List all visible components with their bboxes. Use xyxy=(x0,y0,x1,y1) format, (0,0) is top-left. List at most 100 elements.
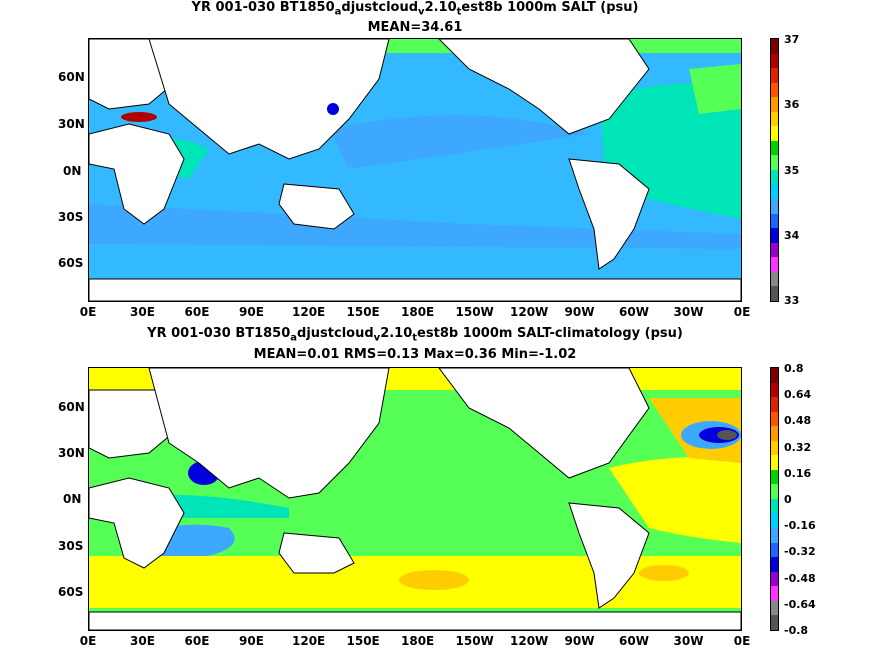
chart2-xtick: 180E xyxy=(401,634,435,648)
colorbar-swatch xyxy=(771,469,778,485)
chart2-colorbar-label: -0.8 xyxy=(784,624,809,637)
landmass-antarctica xyxy=(89,278,741,301)
colorbar-swatch xyxy=(771,586,778,601)
chart2-ytick: 60S xyxy=(58,585,84,599)
chart1-xtick: 30W xyxy=(673,305,704,319)
chart2-xtick: 120W xyxy=(510,634,549,648)
mediterranean-outflow xyxy=(121,112,157,122)
chart2-colorbar-label: -0.16 xyxy=(784,519,816,533)
japan-sea xyxy=(327,103,339,115)
chart1-ytick: 60S xyxy=(58,256,84,270)
colorbar-swatch xyxy=(771,411,778,427)
chart1-colorbar-label: 33 xyxy=(784,294,800,307)
south-atlantic-hotspot xyxy=(639,565,689,581)
chart1-ytick: 30N xyxy=(58,117,85,131)
chart2-ytick: 0N xyxy=(63,492,82,506)
chart1-xtick: 60W xyxy=(619,305,649,319)
north-atlantic-min xyxy=(717,430,737,440)
colorbar-swatch xyxy=(771,382,778,398)
colorbar-swatch xyxy=(771,184,778,200)
colorbar-swatch xyxy=(771,557,778,572)
landmass-australia xyxy=(278,183,355,230)
chart2-xtick: 150E xyxy=(346,634,380,648)
chart1-subtitle: MEAN=34.61 xyxy=(367,20,463,35)
chart2-xtick: 90W xyxy=(564,634,595,648)
chart2-colorbar-label: 0.8 xyxy=(784,362,804,375)
chart1-colorbar-label: 35 xyxy=(784,164,800,177)
colorbar-swatch xyxy=(771,397,778,412)
colorbar-swatch xyxy=(771,169,778,185)
colorbar-swatch xyxy=(771,242,778,258)
chart1-xtick: 150W xyxy=(455,305,494,319)
colorbar-swatch xyxy=(771,600,778,616)
chart1-xtick: 180E xyxy=(401,305,435,319)
chart1-colorbar xyxy=(770,38,779,302)
landmass-africa xyxy=(89,123,185,225)
chart2-xtick: 120E xyxy=(292,634,326,648)
landmass-australia xyxy=(278,532,355,574)
chart1-ytick: 60N xyxy=(58,70,85,84)
chart2-plot-area xyxy=(88,367,742,631)
landmass-africa xyxy=(89,477,185,569)
colorbar-swatch xyxy=(771,155,778,170)
chart2-colorbar-label: 0 xyxy=(784,493,792,506)
chart1-colorbar-label: 37 xyxy=(784,33,800,46)
chart2-xtick: 150W xyxy=(455,634,494,648)
colorbar-swatch xyxy=(771,97,778,112)
chart1-xtick: 0E xyxy=(733,305,751,319)
north-pacific-tongue xyxy=(329,115,589,169)
chart2-colorbar-label: 0.64 xyxy=(784,388,812,402)
chart2-ytick: 30S xyxy=(58,539,84,553)
chart2-colorbar-label: -0.64 xyxy=(784,597,816,611)
southern-ocean-hotspot xyxy=(399,570,469,590)
chart1-title: YR 001-030 BT1850adjustcloudv2.10test8b … xyxy=(191,0,639,18)
chart2-colorbar-label: 0.48 xyxy=(784,414,812,428)
chart1-ytick: 30S xyxy=(58,210,84,224)
chart1-ytick: 0N xyxy=(63,164,82,178)
landmass-north-america xyxy=(438,39,650,135)
colorbar-swatch xyxy=(771,257,778,272)
chart1-xtick: 120E xyxy=(292,305,326,319)
colorbar-swatch xyxy=(771,484,778,499)
chart2-colorbar xyxy=(770,367,779,631)
southern-ocean-deep xyxy=(89,244,741,274)
colorbar-swatch xyxy=(771,542,778,558)
colorbar-swatch xyxy=(771,571,778,587)
chart1-colorbar-label: 36 xyxy=(784,98,800,111)
colorbar-swatch xyxy=(771,39,778,54)
chart2-xtick: 0E xyxy=(79,634,97,648)
colorbar-swatch xyxy=(771,228,778,243)
colorbar-swatch xyxy=(771,82,778,98)
chart2-colorbar-label: 0.16 xyxy=(784,466,812,480)
subtropical-atlantic xyxy=(609,456,741,543)
chart2-colorbar-label: -0.32 xyxy=(784,545,816,559)
chart1-xtick: 150E xyxy=(346,305,380,319)
chart1-xtick: 120W xyxy=(510,305,549,319)
landmass-north-america xyxy=(438,368,650,479)
colorbar-swatch xyxy=(771,199,778,214)
landmass-antarctica xyxy=(89,611,741,630)
chart2-ytick: 60N xyxy=(58,400,85,414)
colorbar-swatch xyxy=(771,528,778,543)
colorbar-swatch xyxy=(771,513,778,529)
chart2-subtitle: MEAN=0.01 RMS=0.13 Max=0.36 Min=-1.02 xyxy=(253,347,577,362)
colorbar-swatch xyxy=(771,271,778,287)
landmass-south-america xyxy=(568,158,650,270)
chart1-plot-area xyxy=(88,38,742,302)
chart2-xtick: 30W xyxy=(673,634,704,648)
colorbar-swatch xyxy=(771,440,778,456)
chart2-ytick: 30N xyxy=(58,446,85,460)
colorbar-swatch xyxy=(771,126,778,141)
chart2-xtick: 0E xyxy=(733,634,751,648)
colorbar-swatch xyxy=(771,68,778,83)
colorbar-swatch xyxy=(771,455,778,470)
chart2-colorbar-label: -0.48 xyxy=(784,571,816,585)
colorbar-swatch xyxy=(771,53,778,69)
chart1-xtick: 30E xyxy=(130,305,155,319)
chart2-xtick: 90E xyxy=(239,634,264,648)
chart2-xtick: 30E xyxy=(130,634,155,648)
colorbar-swatch xyxy=(771,213,778,229)
chart2-title: YR 001-030 BT1850adjustcloudv2.10test8b … xyxy=(147,326,683,344)
colorbar-swatch xyxy=(771,111,778,127)
colorbar-swatch xyxy=(771,140,778,156)
